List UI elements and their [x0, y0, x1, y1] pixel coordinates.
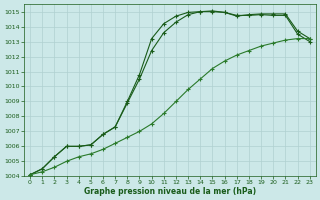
- X-axis label: Graphe pression niveau de la mer (hPa): Graphe pression niveau de la mer (hPa): [84, 187, 256, 196]
